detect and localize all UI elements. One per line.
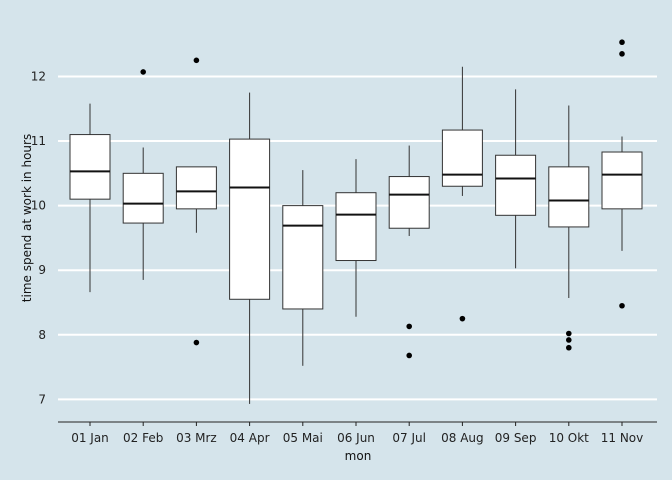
box-iqr <box>69 134 111 200</box>
outlier-point <box>406 352 413 359</box>
boxes <box>69 39 643 404</box>
x-tick-label: 05 Mai <box>283 431 323 445</box>
y-tick-labels: 7 8 9 10 11 12 <box>31 69 46 406</box>
outlier-point <box>459 315 466 322</box>
y-tick-label: 10 <box>31 199 46 213</box>
x-tick-label: 03 Mrz <box>176 431 217 445</box>
outlier-point <box>619 39 625 46</box>
x-tick-label: 01 Jan <box>71 431 109 445</box>
box-group <box>122 69 164 280</box>
outlier-point <box>566 344 572 351</box>
outlier-point <box>406 323 413 330</box>
x-tick-label: 10 Okt <box>549 431 589 445</box>
box-group <box>175 57 217 346</box>
box-group <box>229 92 271 404</box>
x-tick-labels: 01 Jan 02 Feb 03 Mrz 04 Apr 05 Mai 06 Jun 07 J… <box>71 422 643 445</box>
x-tick-label: 02 Feb <box>123 431 163 445</box>
x-tick-label: 06 Jun <box>337 431 375 445</box>
box-group <box>69 103 111 293</box>
box-group <box>282 170 324 366</box>
box-iqr <box>441 129 483 187</box>
box-iqr <box>175 166 217 210</box>
x-tick-label: 07 Jul <box>392 431 426 445</box>
box-iqr <box>495 154 537 216</box>
outlier-point <box>619 51 625 57</box>
y-tick-label: 11 <box>31 134 46 148</box>
box-iqr <box>229 138 271 300</box>
y-axis-title: time spend at work in hours <box>20 134 34 302</box>
box-group <box>335 159 377 317</box>
box-iqr <box>122 172 164 224</box>
box-group <box>548 105 590 351</box>
box-iqr <box>388 176 430 229</box>
box-iqr <box>335 192 377 262</box>
outlier-point <box>140 69 146 75</box>
outlier-point <box>193 339 200 346</box>
box-iqr <box>282 205 324 310</box>
box-iqr <box>601 151 643 210</box>
x-tick-label: 09 Sep <box>495 431 537 445</box>
outlier-point <box>566 337 572 343</box>
x-tick-label: 11 Nov <box>601 431 644 445</box>
x-tick-label: 08 Aug <box>441 431 484 445</box>
y-tick-label: 12 <box>31 69 46 83</box>
box-group <box>601 39 643 309</box>
y-tick-label: 9 <box>38 263 46 277</box>
x-tick-label: 04 Apr <box>230 431 270 445</box>
box-group <box>388 145 430 359</box>
y-tick-label: 7 <box>38 392 46 406</box>
outlier-point <box>193 57 200 64</box>
box-group <box>495 89 537 269</box>
outlier-point <box>566 330 572 337</box>
box-group <box>441 66 483 322</box>
y-tick-label: 8 <box>38 328 46 342</box>
x-axis-title: mon <box>345 449 372 463</box>
box-iqr <box>548 166 590 228</box>
outlier-point <box>619 302 625 309</box>
